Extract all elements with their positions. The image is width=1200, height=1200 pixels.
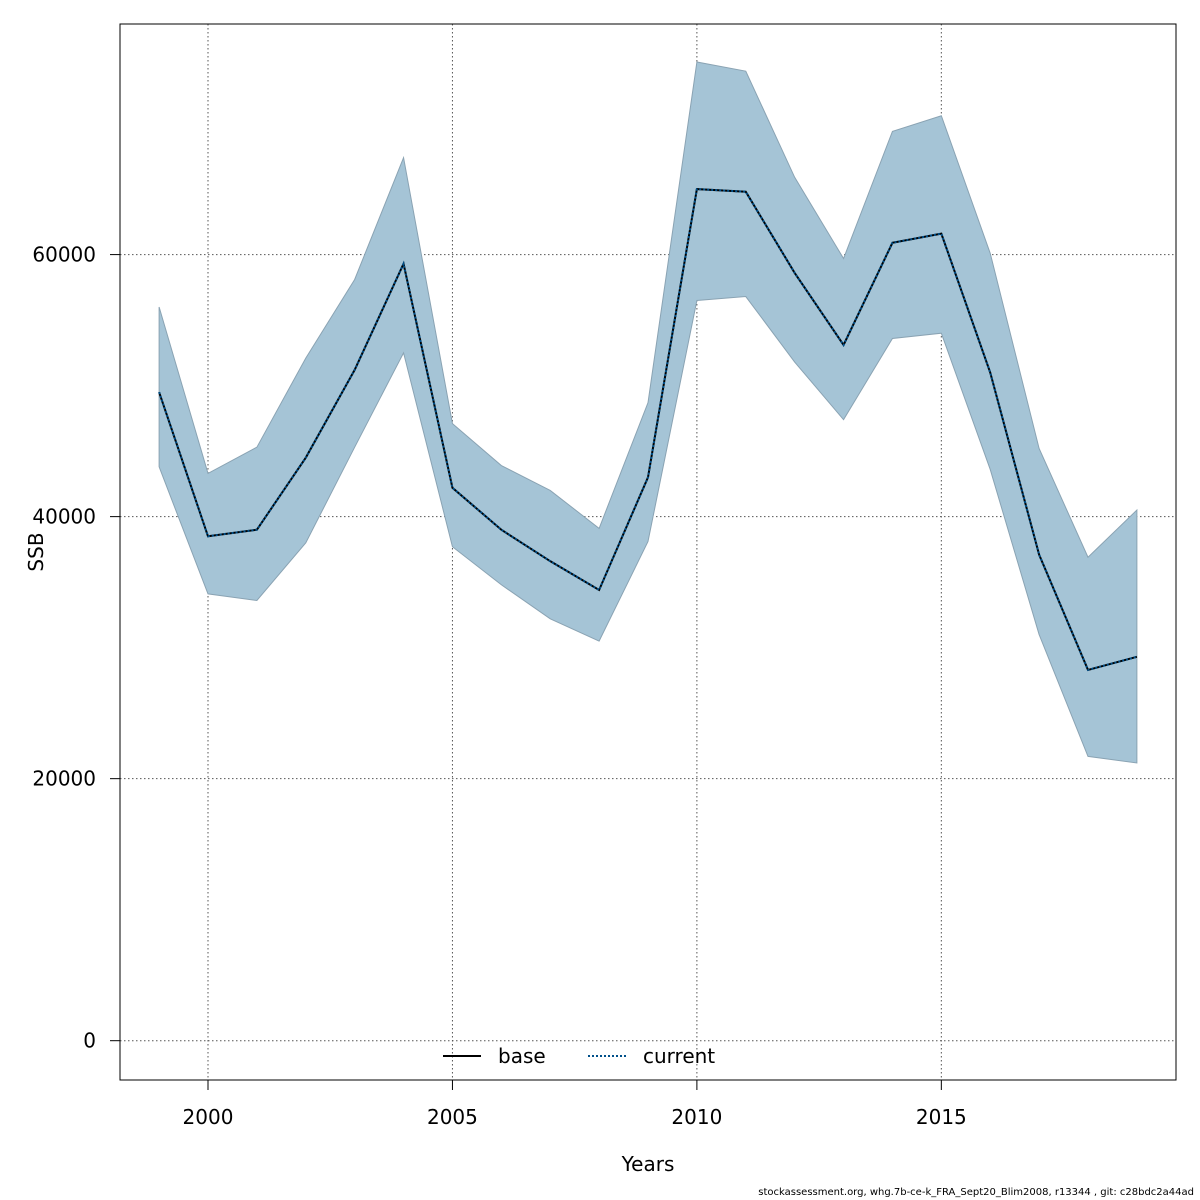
confidence-band-layer (158, 61, 1138, 764)
x-tick-label-2000: 2000 (183, 1105, 234, 1129)
legend: base current (443, 1044, 715, 1068)
footer-note: stockassessment.org, whg.7b-ce-k_FRA_Sep… (758, 1187, 1194, 1198)
y-tick-label-20000: 20000 (32, 767, 96, 791)
x-axis-label: Years (621, 1152, 675, 1176)
x-tick-label-2005: 2005 (427, 1105, 478, 1129)
y-tick-label-60000: 60000 (32, 243, 96, 267)
legend-label-current: current (643, 1044, 715, 1068)
y-axis-label: SSB (24, 532, 48, 571)
series-lines-layer (158, 188, 1138, 672)
x-tick-label-2015: 2015 (916, 1105, 967, 1129)
x-tick-label-2010: 2010 (671, 1105, 722, 1129)
series-line-current (158, 188, 1138, 672)
confidence-band (158, 61, 1138, 764)
y-tick-label-40000: 40000 (32, 505, 96, 529)
x-axis: 2000 2005 2010 2015 (183, 1080, 967, 1129)
plot-frame (119, 23, 1177, 1081)
y-axis: 0 20000 40000 60000 (32, 243, 120, 1053)
legend-label-base: base (498, 1044, 546, 1068)
y-tick-label-0: 0 (83, 1029, 96, 1053)
